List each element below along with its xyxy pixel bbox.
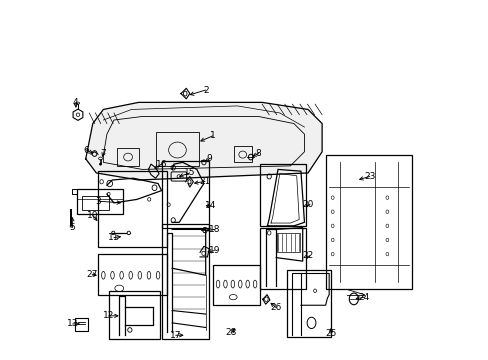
- Text: 15: 15: [183, 168, 195, 177]
- Text: 14: 14: [205, 201, 216, 210]
- Text: 5: 5: [69, 223, 75, 232]
- Text: 3: 3: [95, 197, 101, 206]
- Ellipse shape: [99, 163, 102, 165]
- Text: 19: 19: [208, 246, 220, 255]
- Text: 16: 16: [156, 159, 167, 168]
- Polygon shape: [85, 102, 322, 180]
- Bar: [161, 161, 209, 228]
- Text: 23: 23: [363, 172, 375, 181]
- Bar: [233, 147, 251, 162]
- Bar: [156, 132, 198, 166]
- Text: 11: 11: [108, 233, 120, 242]
- Text: 20: 20: [302, 200, 313, 209]
- Bar: [286, 270, 330, 337]
- Bar: [325, 155, 411, 289]
- Text: 4: 4: [73, 98, 79, 107]
- Text: 25: 25: [325, 329, 336, 338]
- Text: 7: 7: [101, 149, 106, 158]
- Bar: [82, 196, 108, 210]
- Text: 8: 8: [255, 149, 261, 158]
- Text: 17: 17: [170, 331, 181, 340]
- Bar: [260, 164, 305, 226]
- Text: 12: 12: [103, 311, 114, 320]
- Text: 2: 2: [203, 86, 208, 95]
- Text: 26: 26: [270, 303, 282, 312]
- Bar: [98, 254, 166, 294]
- Text: 28: 28: [225, 328, 236, 337]
- Bar: [117, 148, 139, 166]
- Text: 22: 22: [302, 251, 313, 260]
- Text: 27: 27: [86, 270, 98, 279]
- Text: 13: 13: [67, 319, 78, 328]
- Text: 18: 18: [208, 225, 220, 234]
- Bar: [108, 291, 160, 339]
- Text: 9: 9: [206, 154, 212, 163]
- Ellipse shape: [127, 231, 130, 235]
- Bar: [98, 171, 166, 247]
- Text: 21: 21: [199, 177, 210, 186]
- Bar: [276, 233, 299, 252]
- Bar: [161, 224, 209, 339]
- Bar: [260, 228, 305, 289]
- Text: 24: 24: [358, 293, 369, 302]
- Text: 6: 6: [83, 145, 89, 154]
- Text: 10: 10: [87, 211, 99, 220]
- Bar: [212, 265, 260, 305]
- Ellipse shape: [70, 225, 72, 227]
- Text: 1: 1: [209, 131, 215, 140]
